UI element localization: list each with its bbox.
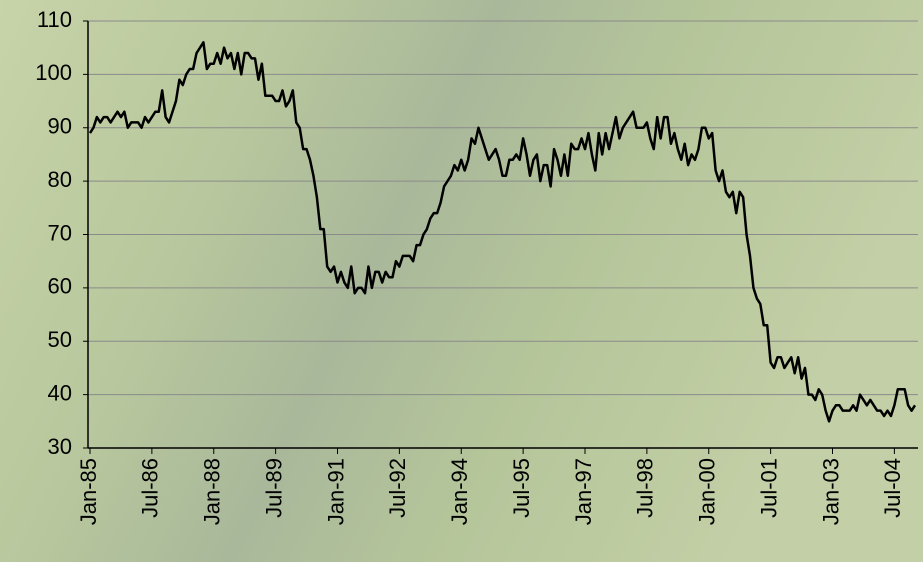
x-tick-label: Jan-94 [447, 458, 472, 525]
x-tick-label: Jan-88 [200, 458, 225, 525]
x-tick-label: Jul-95 [509, 458, 534, 518]
y-tick-label: 70 [48, 220, 72, 245]
y-tick-label: 80 [48, 167, 72, 192]
x-tick-label: Jul-89 [261, 458, 286, 518]
x-tick-label: Jul-01 [756, 458, 781, 518]
x-tick-label: Jul-86 [138, 458, 163, 518]
x-tick-label: Jan-91 [323, 458, 348, 525]
x-tick-label: Jan-03 [818, 458, 843, 525]
y-tick-label: 30 [48, 434, 72, 459]
x-tick-label: Jan-97 [571, 458, 596, 525]
data-line [88, 41, 917, 423]
y-tick-label: 90 [48, 114, 72, 139]
x-tick-label: Jul-92 [385, 458, 410, 518]
y-tick-label: 60 [48, 274, 72, 299]
y-tick-label: 40 [48, 380, 72, 405]
y-tick-label: 50 [48, 327, 72, 352]
x-tick-label: Jan-85 [76, 458, 101, 525]
y-tick-label: 110 [37, 7, 72, 32]
x-tick-label: Jan-00 [695, 458, 720, 525]
x-tick-label: Jul-98 [633, 458, 658, 518]
x-tick-label: Jul-04 [880, 458, 905, 518]
y-tick-label: 100 [35, 60, 72, 85]
